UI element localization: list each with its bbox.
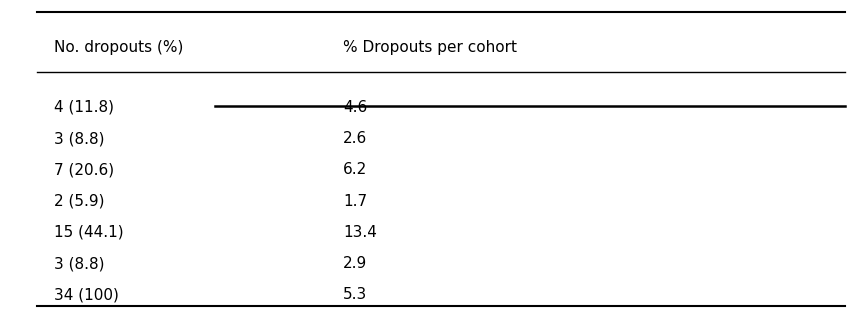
Text: 1.7: 1.7 bbox=[343, 194, 367, 209]
Text: 2.9: 2.9 bbox=[343, 256, 367, 271]
Text: 6.2: 6.2 bbox=[343, 162, 367, 177]
Text: 7 (20.6): 7 (20.6) bbox=[54, 162, 114, 177]
Text: 2.6: 2.6 bbox=[343, 131, 367, 146]
Text: 3 (8.8): 3 (8.8) bbox=[54, 256, 104, 271]
Text: 13.4: 13.4 bbox=[343, 225, 377, 240]
Text: 5.3: 5.3 bbox=[343, 287, 367, 302]
Text: No. dropouts (%): No. dropouts (%) bbox=[54, 40, 183, 55]
Text: 2 (5.9): 2 (5.9) bbox=[54, 194, 104, 209]
Text: 4 (11.8): 4 (11.8) bbox=[54, 100, 114, 115]
Text: % Dropouts per cohort: % Dropouts per cohort bbox=[343, 40, 517, 55]
Text: 3 (8.8): 3 (8.8) bbox=[54, 131, 104, 146]
Text: 4.6: 4.6 bbox=[343, 100, 367, 115]
Text: 15 (44.1): 15 (44.1) bbox=[54, 225, 123, 240]
Text: 34 (100): 34 (100) bbox=[54, 287, 119, 302]
